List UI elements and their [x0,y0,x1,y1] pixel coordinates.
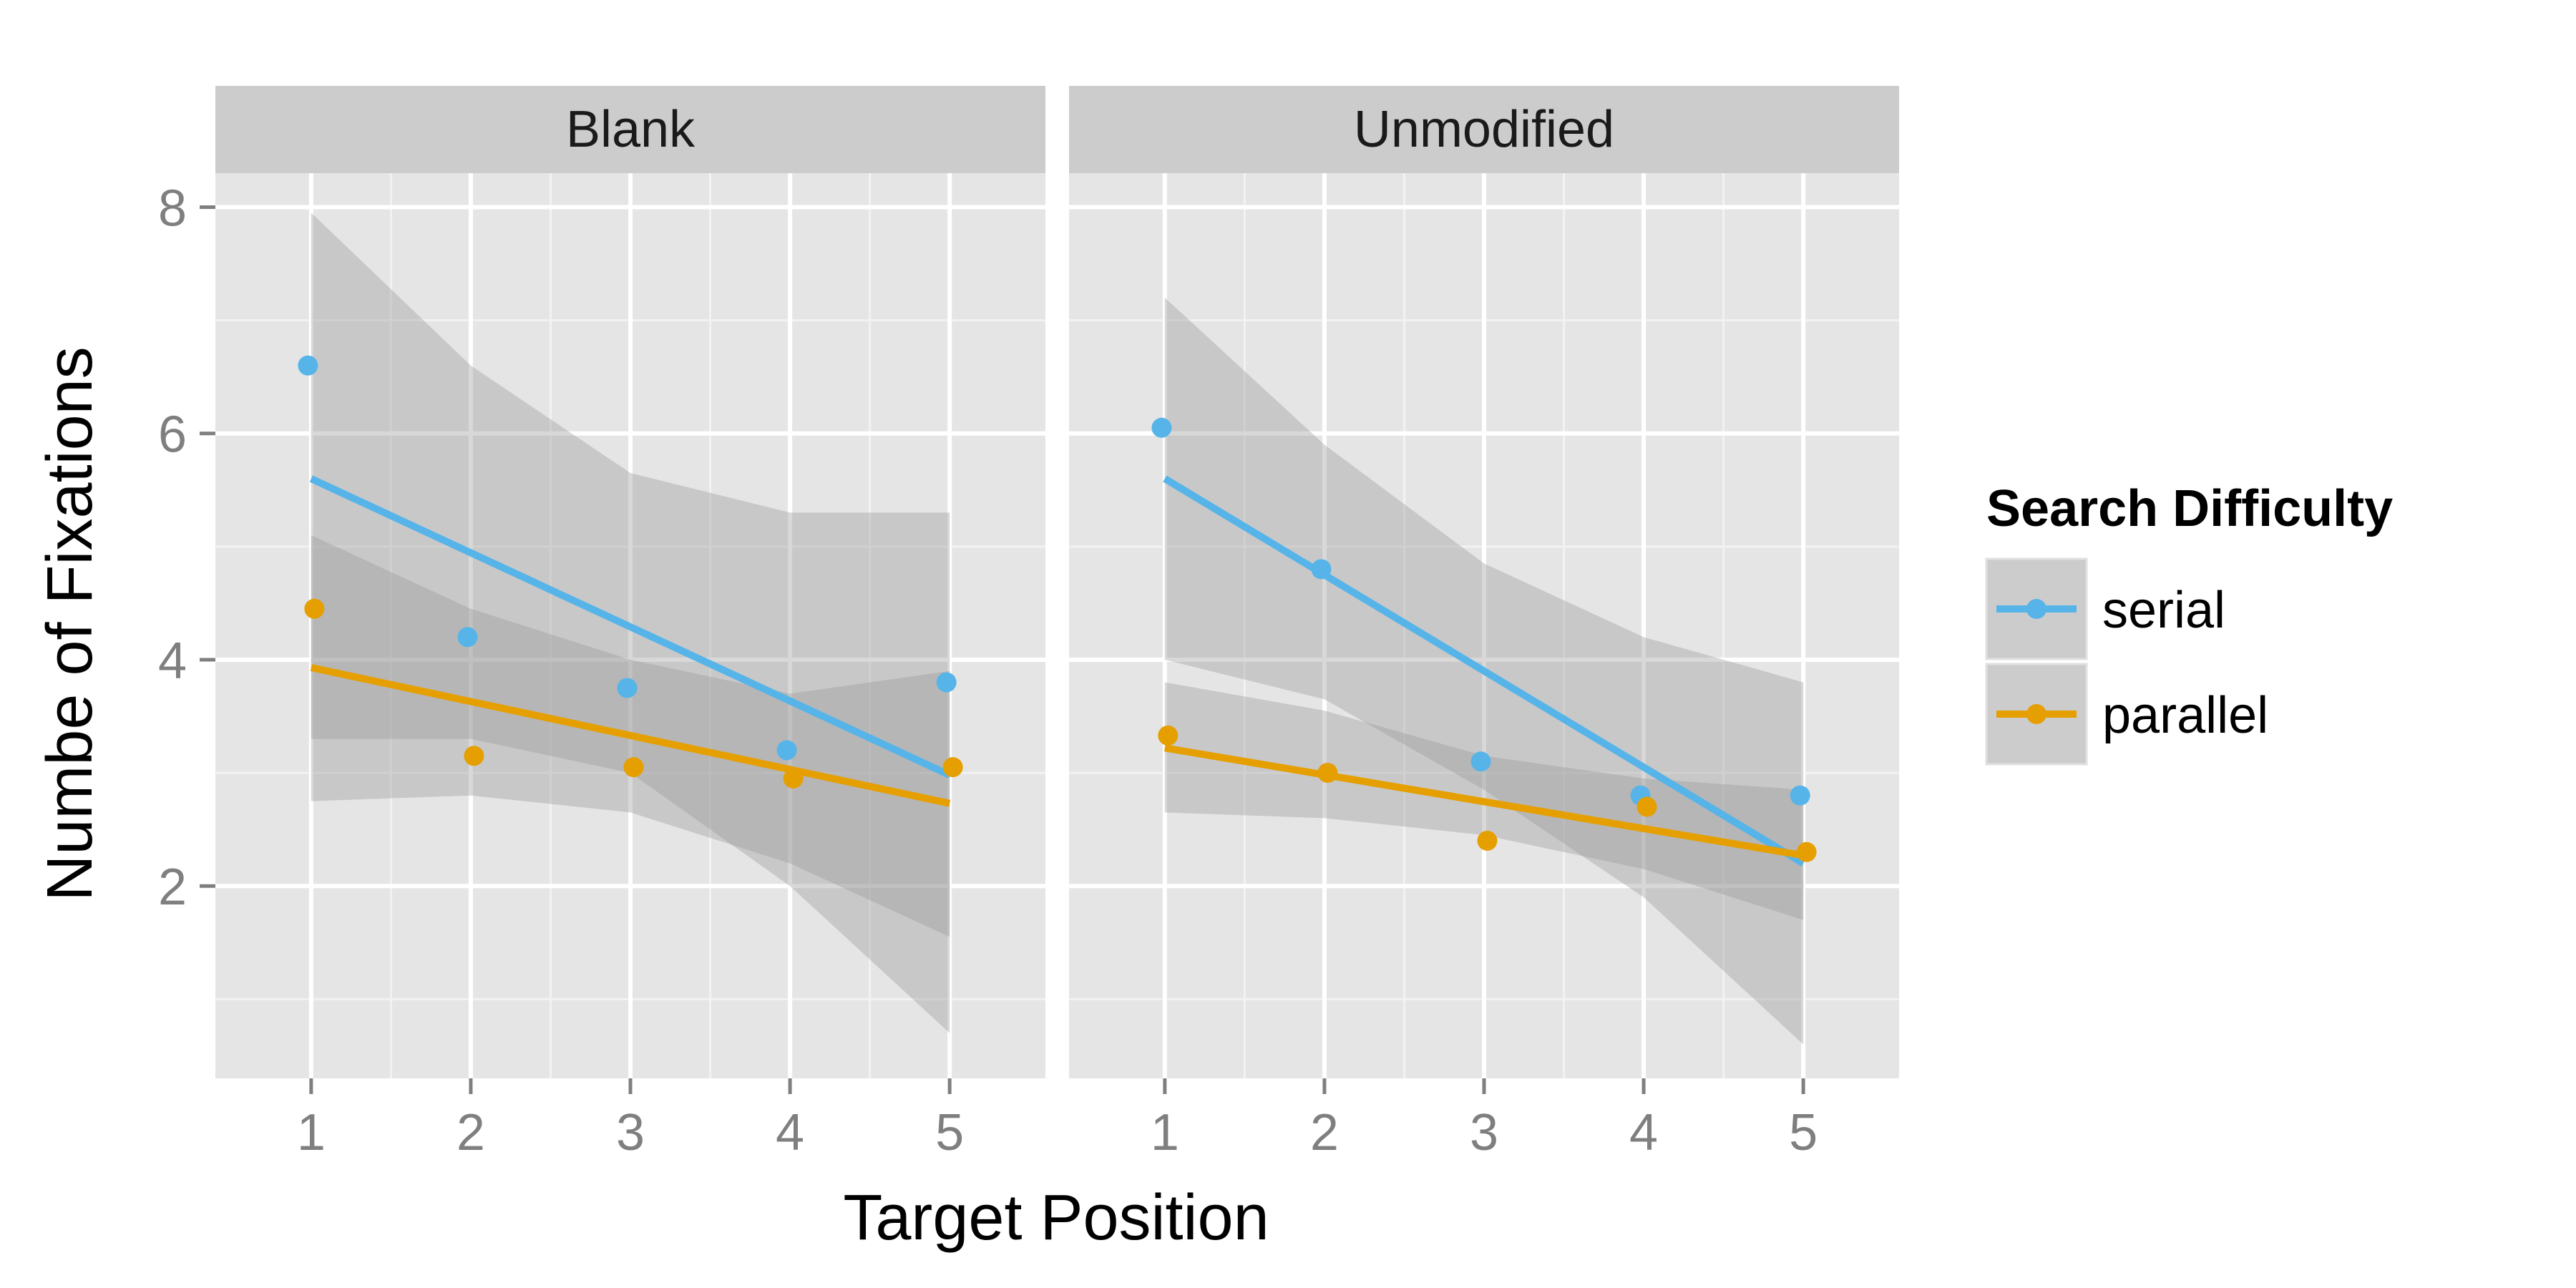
x-tick-label: 2 [1310,1104,1339,1161]
data-point-serial [617,678,638,698]
data-point-parallel [1317,763,1338,784]
fit-line-parallel [310,664,951,807]
legend-key-point [2026,599,2046,619]
confidence-band-serial [311,213,950,1033]
y-tick-label: 6 [158,406,187,464]
x-tick-label: 4 [776,1104,804,1161]
x-axis-title: Target Position [843,1182,1269,1254]
x-tick-label: 2 [457,1104,485,1161]
panel-unmodified: Unmodified [1069,86,1899,1078]
facet-label: Unmodified [1354,101,1614,158]
data-point-serial [298,355,318,376]
panel-blank: Blank [215,86,1045,1078]
data-point-serial [457,627,478,648]
y-tick-label: 8 [158,180,187,237]
data-point-parallel [942,757,963,778]
facet-strip [1069,86,1899,173]
facet-strip [215,86,1045,173]
legend-title: Search Difficulty [1986,480,2393,537]
x-tick-label: 5 [1789,1104,1818,1161]
y-tick-label: 2 [158,859,187,916]
data-point-parallel [623,757,644,778]
x-tick-label: 5 [935,1104,964,1161]
x-tick-label: 3 [616,1104,645,1161]
data-point-serial [776,740,797,761]
facet-label: Blank [566,101,696,158]
fit-line-serial [309,475,952,779]
legend-entries: serial parallel [1985,557,2268,766]
fit-line-serial [1163,475,1805,867]
data-point-parallel [304,598,325,619]
data-point-parallel [1636,796,1657,817]
data-point-serial [1311,559,1332,580]
data-point-serial [936,672,957,693]
data-point-parallel [783,768,804,789]
data-point-serial [1470,751,1491,772]
y-tick-label: 4 [158,633,187,690]
legend-label: serial [2102,582,2225,639]
y-axis-title: Numbe of Fixations [34,346,106,901]
panels-layer: Blank Unmodified [215,86,1899,1078]
data-point-serial [1790,785,1810,806]
legend-entry-parallel: parallel [1985,663,2268,766]
legend: Search Difficulty serial parallel [1985,480,2393,766]
data-point-parallel [1477,830,1498,851]
data-point-parallel [1158,725,1179,746]
fit-line-parallel [1164,744,1804,859]
x-tick-label: 1 [1151,1104,1179,1161]
data-point-serial [1151,417,1172,438]
x-tick-label: 1 [297,1104,326,1161]
x-tick-label: 3 [1470,1104,1498,1161]
data-point-parallel [1796,841,1817,862]
legend-label: parallel [2102,687,2268,744]
legend-entry-serial: serial [1985,557,2225,660]
legend-key-point [2026,704,2046,724]
x-tick-label: 4 [1629,1104,1658,1161]
axes-layer: 1 2 3 4 5 1 2 3 4 5 2 4 6 8 [158,180,1818,1161]
data-point-parallel [464,746,484,766]
